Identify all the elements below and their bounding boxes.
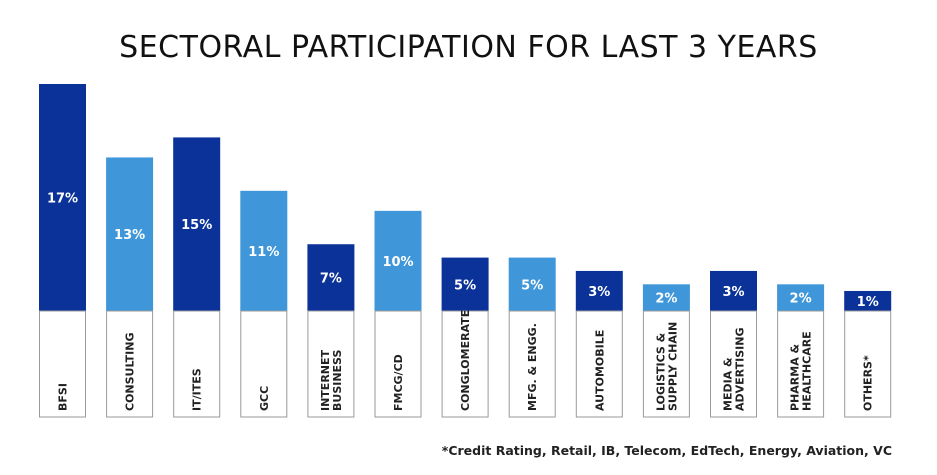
bar-value-label-1: 13%	[114, 228, 145, 243]
bar-value-label-5: 10%	[382, 255, 413, 270]
category-box-0	[39, 310, 86, 418]
category-box-12	[844, 310, 892, 418]
bar-value-label-2: 15%	[181, 218, 212, 233]
category-label-8: AUTOMOBILE	[593, 330, 606, 411]
category-box-8	[575, 310, 623, 418]
bar-7	[508, 257, 556, 311]
bar-8	[575, 270, 623, 311]
category-label-6: CONGLOMERATE	[459, 310, 472, 411]
bar-10	[710, 270, 757, 311]
bar-0	[39, 84, 86, 311]
category-box-11	[777, 310, 825, 418]
category-label-4: INTERNETBUSINESS	[319, 349, 344, 411]
category-box-10	[710, 310, 757, 418]
category-box-3	[240, 310, 288, 418]
category-label-2: IT/ITES	[191, 368, 204, 411]
bar-value-label-7: 5%	[521, 278, 543, 293]
category-label-11: PHARMA &HEALTHCARE	[789, 331, 814, 411]
bar-value-label-11: 2%	[790, 292, 812, 307]
category-label-7: MFG. & ENGG.	[526, 323, 539, 411]
bar-12	[844, 290, 892, 311]
bar-11	[777, 284, 825, 311]
bar-value-label-12: 1%	[857, 295, 879, 310]
category-label-3: GCC	[258, 386, 271, 411]
bar-5	[374, 210, 422, 311]
category-box-7	[508, 310, 556, 418]
category-label-12: OTHERS*	[862, 355, 875, 411]
bar-9	[642, 284, 690, 311]
category-label-9: LOGISTICS &SUPPLY CHAIN	[654, 322, 679, 411]
bar-2	[173, 137, 221, 311]
bar-value-label-0: 17%	[47, 192, 78, 207]
bar-value-label-4: 7%	[320, 272, 342, 287]
bar-3	[240, 190, 288, 311]
bar-value-label-10: 3%	[722, 285, 744, 300]
bar-1	[106, 157, 154, 311]
category-label-5: FMCG/CD	[392, 354, 405, 411]
category-label-10: MEDIA &ADVERTISING	[722, 328, 747, 412]
bar-value-label-9: 2%	[655, 292, 677, 307]
category-box-4	[307, 310, 355, 418]
category-box-6	[441, 310, 489, 418]
bar-4	[307, 244, 355, 311]
bar-value-label-3: 11%	[248, 245, 279, 260]
category-box-9	[642, 310, 690, 418]
category-box-1	[106, 310, 154, 418]
footnote: *Credit Rating, Retail, IB, Telecom, EdT…	[441, 443, 892, 458]
category-box-5	[374, 310, 422, 418]
category-label-1: CONSULTING	[124, 332, 137, 411]
bar-value-label-8: 3%	[588, 285, 610, 300]
bar-value-label-6: 5%	[454, 278, 476, 293]
category-box-2	[173, 310, 221, 418]
bar-6	[441, 257, 489, 311]
category-label-0: BFSI	[57, 383, 70, 411]
chart-title: SECTORAL PARTICIPATION FOR LAST 3 YEARS	[119, 30, 818, 65]
